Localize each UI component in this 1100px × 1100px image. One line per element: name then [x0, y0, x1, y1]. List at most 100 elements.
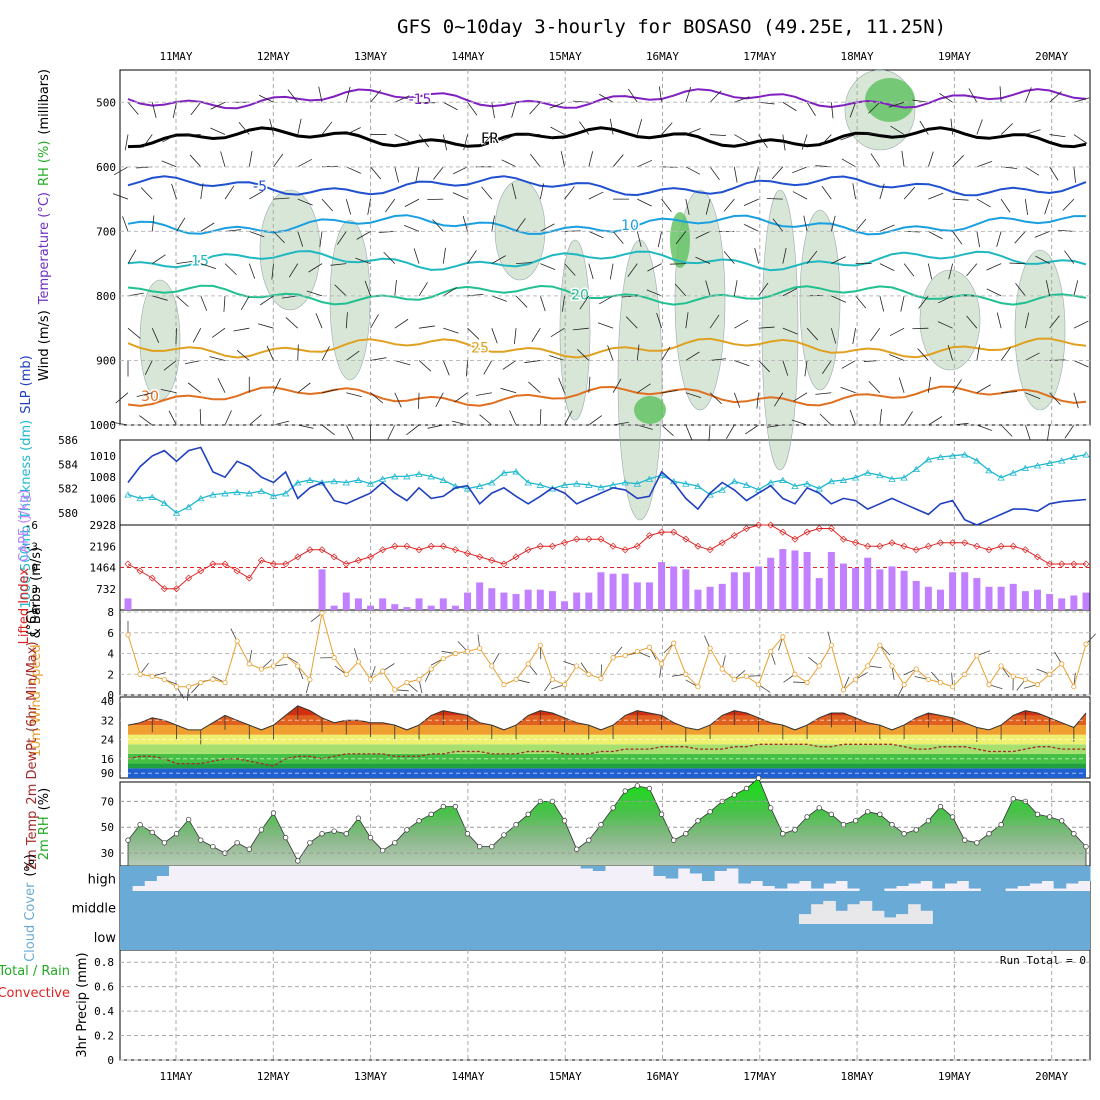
wind-barb [1009, 262, 1026, 265]
cloud-high-bar [835, 866, 848, 881]
rh-point [380, 847, 386, 854]
rh-point [513, 821, 519, 828]
rh-point [658, 811, 665, 817]
wind-tick: 2 [107, 668, 114, 681]
wind-barb [782, 101, 797, 112]
wind-barb [889, 354, 905, 361]
wind-barb [996, 231, 1002, 247]
wind-barb [558, 377, 565, 393]
wind-speed-point [901, 682, 907, 688]
wind-barb [273, 420, 290, 426]
wind-barb [948, 263, 953, 280]
cape-tick: 732 [96, 583, 116, 596]
thickness-point [1045, 459, 1054, 466]
wind-barb [821, 185, 832, 200]
wind-speed-point [173, 684, 180, 690]
wind-barb [442, 360, 450, 376]
wind-barb [855, 295, 867, 309]
wind-barb [612, 421, 629, 426]
cloud-high-bar [580, 866, 594, 869]
wind-barb [530, 153, 541, 168]
wind-barb [452, 166, 468, 175]
wind-speed-point [137, 671, 143, 677]
wind-barb [976, 424, 993, 431]
wind-barb [330, 263, 347, 266]
wind-barb [1025, 352, 1040, 361]
date-label-bottom: 12MAY [257, 1070, 290, 1083]
wind-barb [628, 88, 638, 103]
wind-barb [758, 326, 775, 329]
wind-barb [1035, 255, 1050, 264]
temp2m-axis-label-part: 2m DewPt [25, 738, 40, 805]
wind-barb [355, 257, 371, 265]
cape-bar [621, 573, 629, 610]
wind-barb [1073, 320, 1089, 329]
rh-point [525, 811, 531, 817]
wind-barb [815, 392, 832, 395]
rh-point [913, 827, 919, 833]
wind-barb [709, 166, 720, 180]
wind-barb [723, 198, 735, 212]
rh-contour-fill [1014, 249, 1066, 411]
cloud-high-bar [738, 866, 751, 884]
wind-speed-point [1022, 676, 1028, 683]
cape-bar [342, 592, 350, 610]
thickness-point [730, 478, 739, 485]
wind-speed-point [610, 655, 616, 661]
cloud-high-bar [932, 866, 945, 889]
lifted-index-point [415, 546, 423, 554]
cape-bar [124, 598, 132, 610]
rh-contour-fill [865, 78, 915, 122]
wind-barb [912, 327, 929, 330]
lifted-index-point [270, 560, 278, 568]
cloud-middle-bar [871, 910, 885, 924]
wind-speed-point [258, 666, 264, 672]
lifted-index-point [876, 542, 884, 550]
temp2m-axis-label-part: (°C) [25, 610, 40, 636]
cloud-middle-bar [835, 910, 848, 924]
wind-barb [733, 166, 738, 183]
lifted-index-point [221, 560, 229, 568]
lifted-index-point [852, 539, 860, 547]
wind-barb [1014, 231, 1026, 244]
thickness-point [645, 475, 654, 482]
temp2m-axis-label-part: 2m Temp [25, 811, 40, 871]
wind-barb [1062, 198, 1075, 211]
rh-point [331, 828, 337, 834]
cloud-high-bar [144, 866, 157, 881]
wind-barb [140, 187, 153, 200]
wind-barb [890, 125, 905, 135]
rh-point [1046, 814, 1053, 820]
wind-barb [928, 192, 944, 200]
temp-tick: 90 [101, 767, 114, 780]
rh-point [258, 827, 265, 833]
wind10m-axis-label-part: & Barbs [29, 587, 44, 639]
wind-barb [160, 389, 177, 394]
wind-barb [161, 160, 177, 168]
lifted-index-point [900, 542, 908, 550]
lifted-index-point [488, 556, 496, 564]
wind-barb [370, 89, 382, 103]
lifted-index-point [1058, 560, 1066, 568]
wind-barb [321, 346, 330, 361]
rh-point [683, 831, 689, 837]
lifted-index-point [209, 560, 217, 568]
precip-frame [119, 949, 1091, 1061]
wind-barb [443, 101, 458, 111]
rh-point [1034, 811, 1041, 817]
wind-barb [647, 263, 662, 272]
cape-bar [815, 578, 823, 610]
wind-barb [766, 198, 783, 200]
wind-barb [771, 166, 784, 179]
wind-barb [356, 231, 371, 240]
lifted-index-point [779, 528, 787, 536]
cloud-high-bar [1077, 866, 1091, 881]
lifted-index-point [742, 525, 750, 533]
precip-axis-label: 3hr Precip (mm) [75, 952, 90, 1057]
wind-barb [685, 166, 701, 175]
cape-bar [427, 605, 435, 610]
cloud-axis-label: Cloud Cover (%) [23, 854, 38, 962]
thickness-point [791, 482, 799, 490]
wind-barb [609, 118, 614, 135]
temp-tick: 24 [101, 734, 115, 747]
